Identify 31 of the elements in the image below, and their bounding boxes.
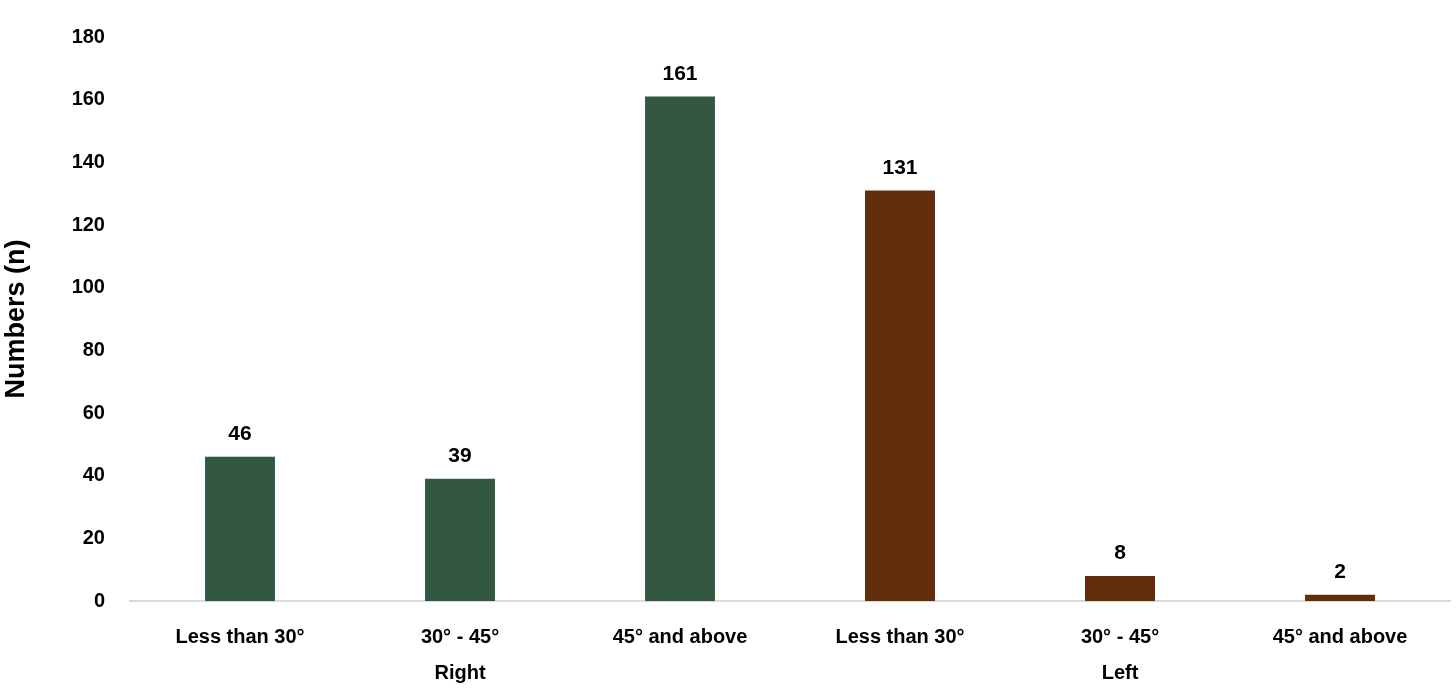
x-tick-label: 30° - 45° — [420, 624, 500, 647]
bar — [1305, 594, 1375, 601]
data-label: 2 — [1334, 559, 1346, 583]
bar — [645, 96, 715, 601]
y-tick-label: 120 — [71, 212, 105, 235]
y-tick-label: 80 — [82, 337, 105, 360]
bar — [205, 456, 275, 601]
x-tick-label: 45° and above — [1272, 624, 1408, 647]
data-label: 161 — [662, 60, 698, 84]
text: Right — [434, 660, 486, 683]
y-tick-label: 40 — [82, 463, 105, 486]
data-label: 39 — [448, 443, 472, 467]
data-label: 8 — [1114, 540, 1127, 564]
text: Left — [1101, 660, 1139, 683]
y-tick-label: 160 — [71, 87, 105, 110]
y-axis-title: Numbers (n) — [0, 239, 30, 399]
x-tick-label: Less than 30° — [835, 624, 965, 647]
bar — [425, 478, 495, 601]
data-label: 131 — [882, 154, 918, 178]
x-tick-label: Less than 30° — [175, 624, 305, 647]
x-tick-label: 45° and above — [612, 624, 748, 647]
y-tick-label: 140 — [71, 149, 105, 172]
bar — [1085, 575, 1155, 601]
y-tick-label: 0 — [93, 588, 105, 611]
y-tick-label: 100 — [71, 275, 105, 298]
x-tick-label: 30° - 45° — [1080, 624, 1160, 647]
data-label: 46 — [228, 421, 252, 445]
y-tick-label: 20 — [82, 525, 105, 548]
y-tick-label: 180 — [71, 24, 105, 47]
bar — [865, 190, 935, 601]
y-tick-label: 60 — [82, 400, 105, 423]
